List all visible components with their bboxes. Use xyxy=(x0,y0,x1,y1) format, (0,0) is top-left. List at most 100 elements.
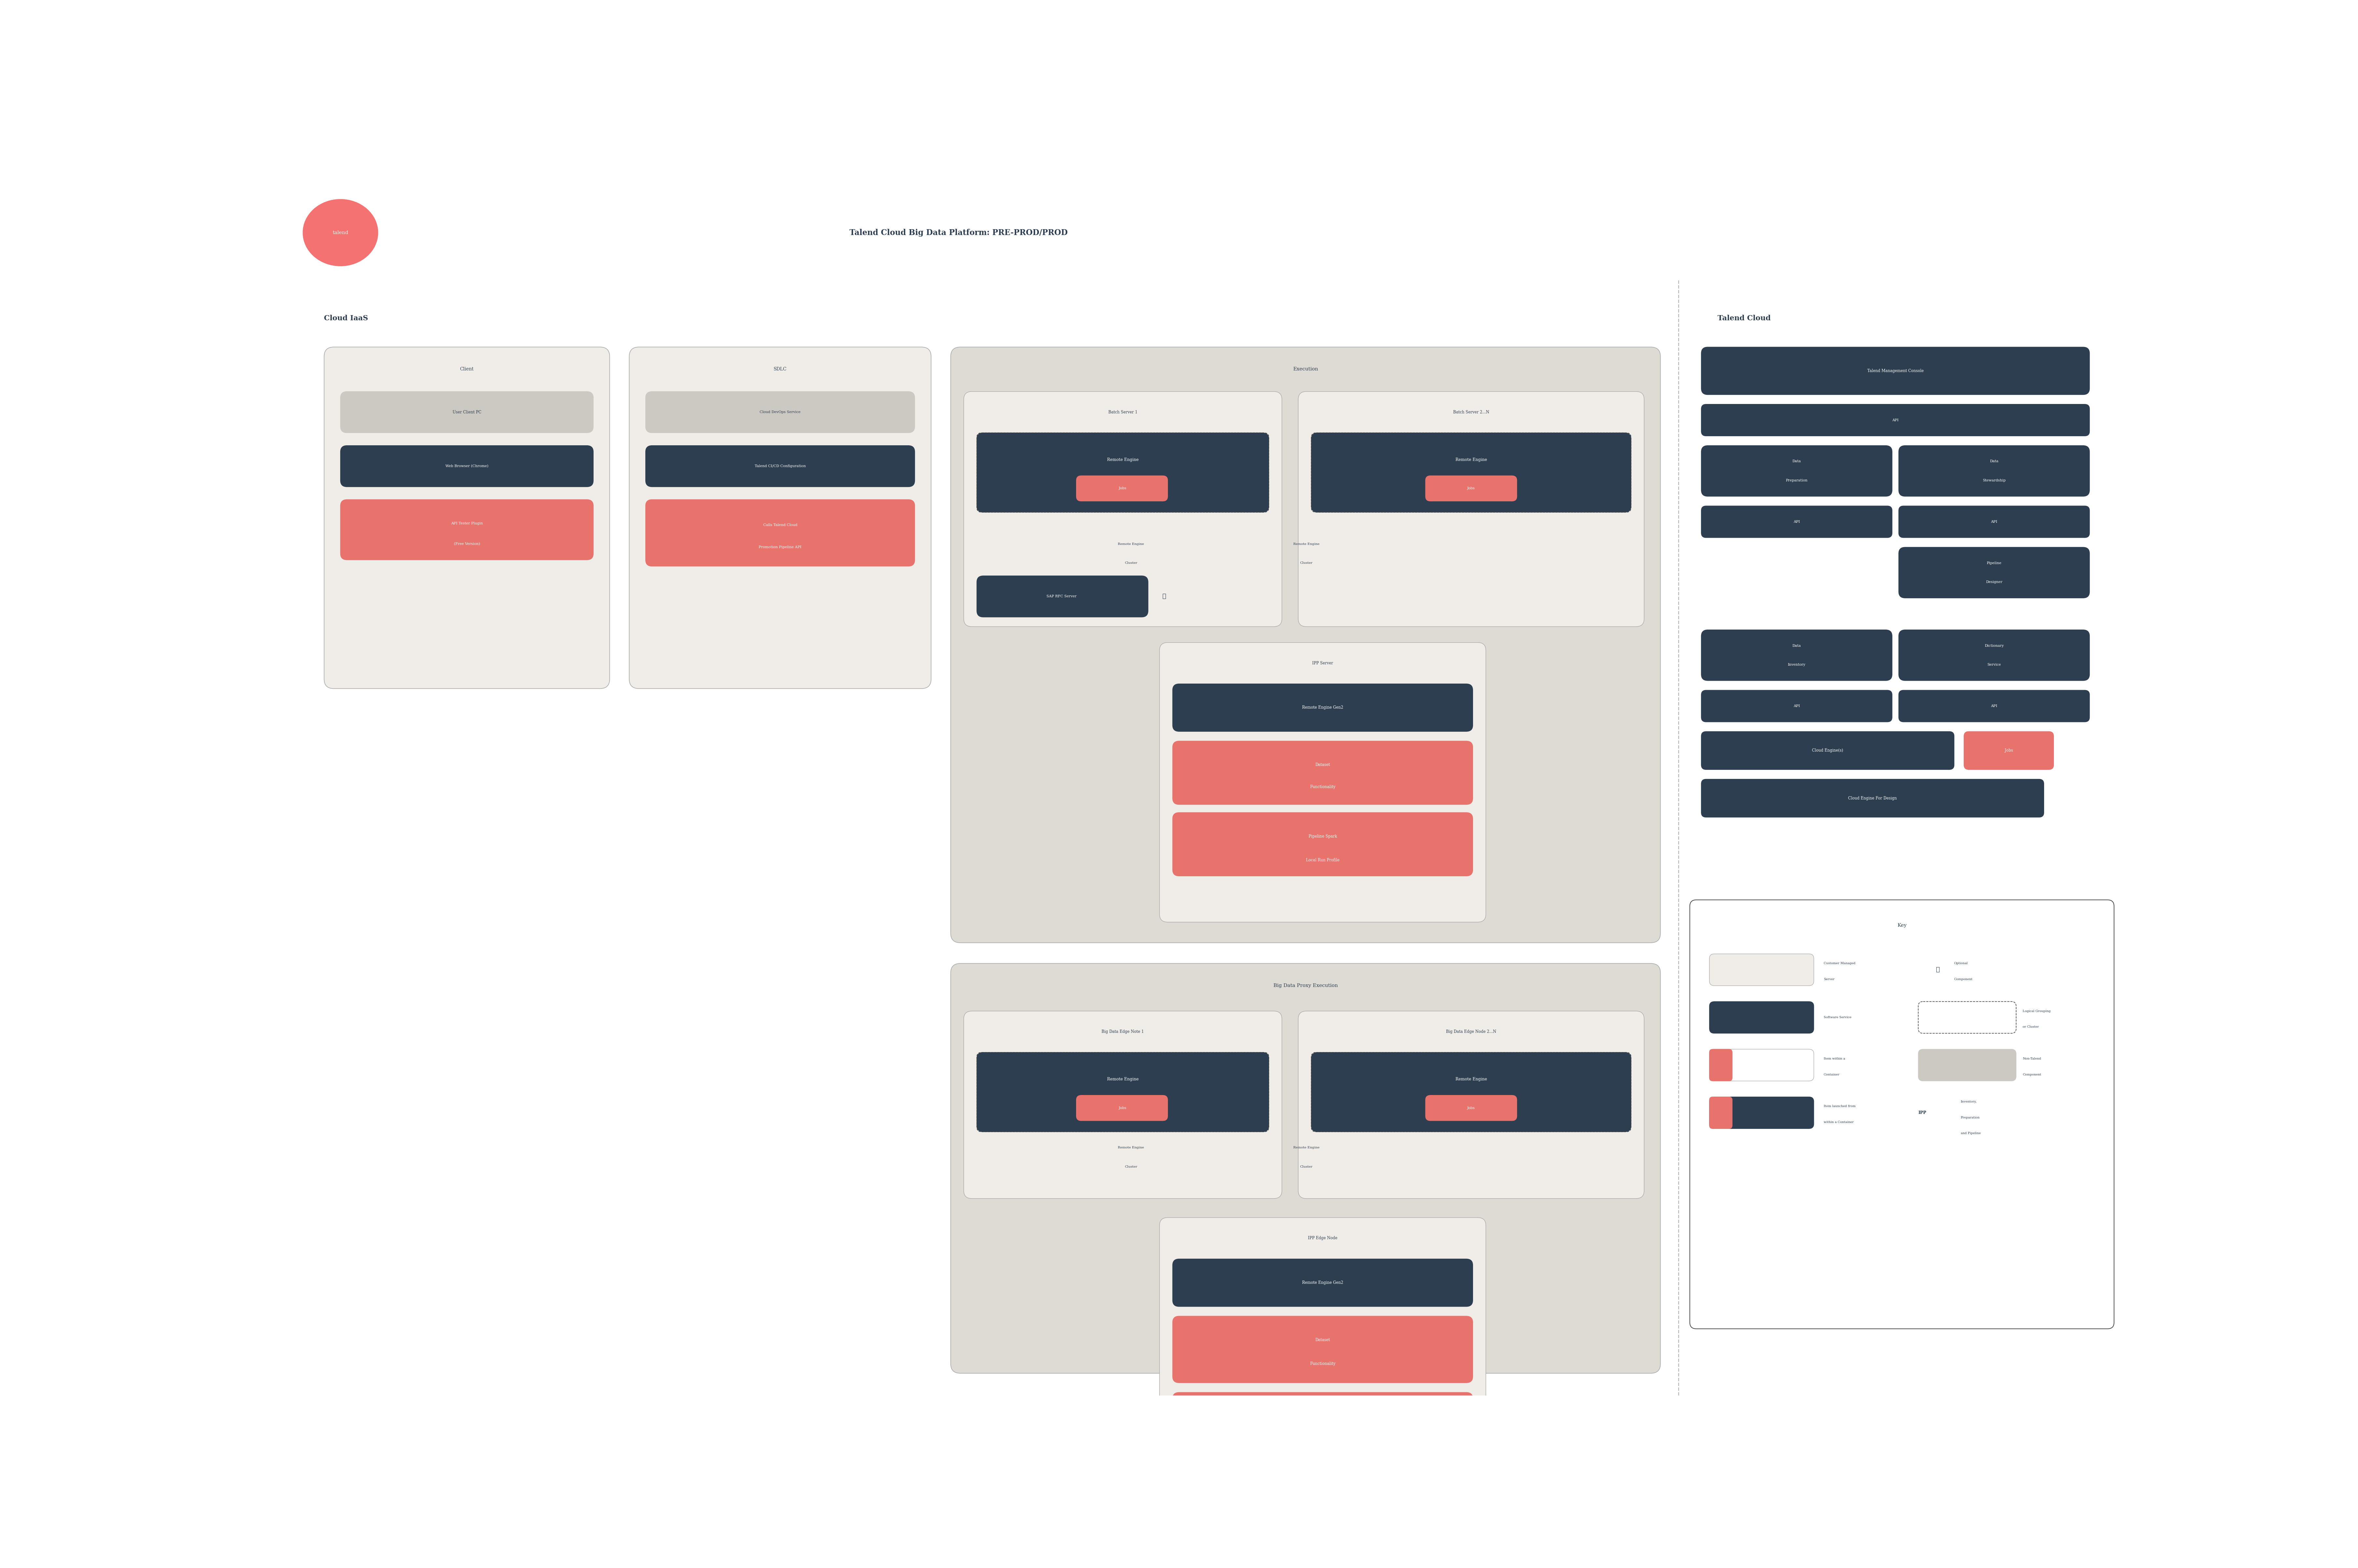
FancyBboxPatch shape xyxy=(1299,1011,1644,1198)
Text: Inventory,: Inventory, xyxy=(1959,1101,1976,1102)
FancyBboxPatch shape xyxy=(1700,506,1891,538)
FancyBboxPatch shape xyxy=(1075,475,1167,502)
FancyBboxPatch shape xyxy=(1075,1096,1167,1121)
Text: talend: talend xyxy=(332,230,349,235)
Text: Data: Data xyxy=(1990,459,2000,463)
Text: or Cluster: or Cluster xyxy=(2023,1025,2040,1029)
FancyBboxPatch shape xyxy=(1898,445,2089,497)
Text: Remote Engine: Remote Engine xyxy=(1118,543,1144,546)
FancyBboxPatch shape xyxy=(976,1052,1269,1132)
Text: Cloud DevOps Service: Cloud DevOps Service xyxy=(759,411,802,414)
Text: Talend Cloud: Talend Cloud xyxy=(1717,315,1771,321)
FancyBboxPatch shape xyxy=(646,500,915,566)
FancyBboxPatch shape xyxy=(1919,1049,2016,1080)
FancyBboxPatch shape xyxy=(1710,1049,1733,1080)
FancyBboxPatch shape xyxy=(1172,812,1474,877)
Text: (Free Version): (Free Version) xyxy=(453,543,481,546)
FancyBboxPatch shape xyxy=(1700,445,1891,497)
Text: Preparation: Preparation xyxy=(1785,478,1809,481)
FancyBboxPatch shape xyxy=(1691,900,2115,1328)
FancyBboxPatch shape xyxy=(340,392,594,433)
Text: API Tester Plugin: API Tester Plugin xyxy=(450,522,483,525)
Text: Service: Service xyxy=(1988,663,2002,666)
FancyBboxPatch shape xyxy=(1700,630,1891,681)
Text: IPP: IPP xyxy=(1919,1110,1926,1115)
Text: Remote Engine: Remote Engine xyxy=(1292,1146,1320,1149)
FancyBboxPatch shape xyxy=(1160,1218,1486,1513)
Text: API: API xyxy=(1794,521,1799,524)
FancyBboxPatch shape xyxy=(1710,1098,1813,1129)
Text: Execution: Execution xyxy=(1292,367,1318,372)
Text: API: API xyxy=(1990,704,1997,707)
Text: Cluster: Cluster xyxy=(1299,561,1313,564)
FancyBboxPatch shape xyxy=(1427,1096,1516,1121)
FancyBboxPatch shape xyxy=(646,445,915,486)
FancyBboxPatch shape xyxy=(1299,392,1644,627)
FancyBboxPatch shape xyxy=(1311,1052,1632,1132)
Text: Promotion Pipeline API: Promotion Pipeline API xyxy=(759,546,802,549)
Text: Non-Talend: Non-Talend xyxy=(2023,1057,2042,1060)
Text: Logical Grouping: Logical Grouping xyxy=(2023,1010,2051,1013)
Text: Big Data Edge Node 2...N: Big Data Edge Node 2...N xyxy=(1445,1030,1497,1033)
Text: Remote Engine Gen2: Remote Engine Gen2 xyxy=(1302,1281,1344,1284)
Text: Batch Server 1: Batch Server 1 xyxy=(1108,411,1137,414)
FancyBboxPatch shape xyxy=(1311,433,1632,513)
Text: Remote Engine: Remote Engine xyxy=(1118,1146,1144,1149)
FancyBboxPatch shape xyxy=(1172,742,1474,804)
FancyBboxPatch shape xyxy=(1710,1098,1733,1129)
Text: Cloud IaaS: Cloud IaaS xyxy=(323,315,368,321)
Text: Inventory: Inventory xyxy=(1787,663,1806,666)
Text: API: API xyxy=(1990,521,1997,524)
FancyBboxPatch shape xyxy=(950,347,1660,942)
Text: Cluster: Cluster xyxy=(1125,1165,1137,1168)
Text: within a Container: within a Container xyxy=(1823,1121,1853,1124)
FancyBboxPatch shape xyxy=(1172,684,1474,731)
Text: Big Data Proxy Execution: Big Data Proxy Execution xyxy=(1273,983,1337,988)
FancyBboxPatch shape xyxy=(1172,1316,1474,1383)
FancyBboxPatch shape xyxy=(646,392,915,433)
Text: ✦: ✦ xyxy=(1162,594,1167,599)
Text: Item within a: Item within a xyxy=(1823,1057,1844,1060)
Text: Cloud Engine(s): Cloud Engine(s) xyxy=(1811,748,1844,753)
Text: Component: Component xyxy=(2023,1073,2042,1076)
Text: Jobs: Jobs xyxy=(1120,1107,1127,1110)
FancyBboxPatch shape xyxy=(1898,690,2089,721)
FancyBboxPatch shape xyxy=(1700,347,2089,395)
FancyBboxPatch shape xyxy=(964,1011,1283,1198)
Text: Designer: Designer xyxy=(1985,580,2002,583)
Text: Component: Component xyxy=(1955,978,1974,980)
Text: Dataset: Dataset xyxy=(1316,1338,1330,1342)
Text: Jobs: Jobs xyxy=(1467,486,1476,491)
Text: Jobs: Jobs xyxy=(2004,748,2014,753)
FancyBboxPatch shape xyxy=(1710,1002,1813,1033)
Text: SDLC: SDLC xyxy=(773,367,788,372)
Text: Calls Talend Cloud: Calls Talend Cloud xyxy=(764,524,797,527)
Text: Functionality: Functionality xyxy=(1311,786,1335,789)
Text: Container: Container xyxy=(1823,1073,1839,1076)
FancyBboxPatch shape xyxy=(950,963,1660,1374)
Text: Run Profile(s): Run Profile(s) xyxy=(1309,1439,1337,1444)
Text: Pipeline Spark: Pipeline Spark xyxy=(1309,834,1337,839)
FancyBboxPatch shape xyxy=(1710,1049,1813,1080)
Text: Cloud Engine For Design: Cloud Engine For Design xyxy=(1849,797,1896,800)
FancyBboxPatch shape xyxy=(1160,643,1486,922)
Text: Stewardship: Stewardship xyxy=(1983,478,2007,481)
FancyBboxPatch shape xyxy=(976,433,1269,513)
Text: Remote Engine: Remote Engine xyxy=(1106,1077,1139,1082)
Text: Dictionary: Dictionary xyxy=(1985,644,2004,648)
FancyBboxPatch shape xyxy=(1898,630,2089,681)
FancyBboxPatch shape xyxy=(1700,779,2044,817)
FancyBboxPatch shape xyxy=(1898,506,2089,538)
Text: Talend Cloud Big Data Platform: PRE-PROD/PROD: Talend Cloud Big Data Platform: PRE-PROD… xyxy=(849,229,1068,237)
Text: Talend Management Console: Talend Management Console xyxy=(1868,368,1924,373)
Text: Data: Data xyxy=(1792,459,1802,463)
Text: Cluster: Cluster xyxy=(1299,1165,1313,1168)
Text: Remote Engine: Remote Engine xyxy=(1292,543,1320,546)
FancyBboxPatch shape xyxy=(1700,731,1955,770)
Text: Preparation: Preparation xyxy=(1959,1116,1981,1120)
Ellipse shape xyxy=(302,199,377,267)
Text: Remote Engine: Remote Engine xyxy=(1455,1077,1488,1082)
FancyBboxPatch shape xyxy=(1172,1259,1474,1306)
FancyBboxPatch shape xyxy=(1898,547,2089,597)
Text: ✦: ✦ xyxy=(1936,967,1941,972)
